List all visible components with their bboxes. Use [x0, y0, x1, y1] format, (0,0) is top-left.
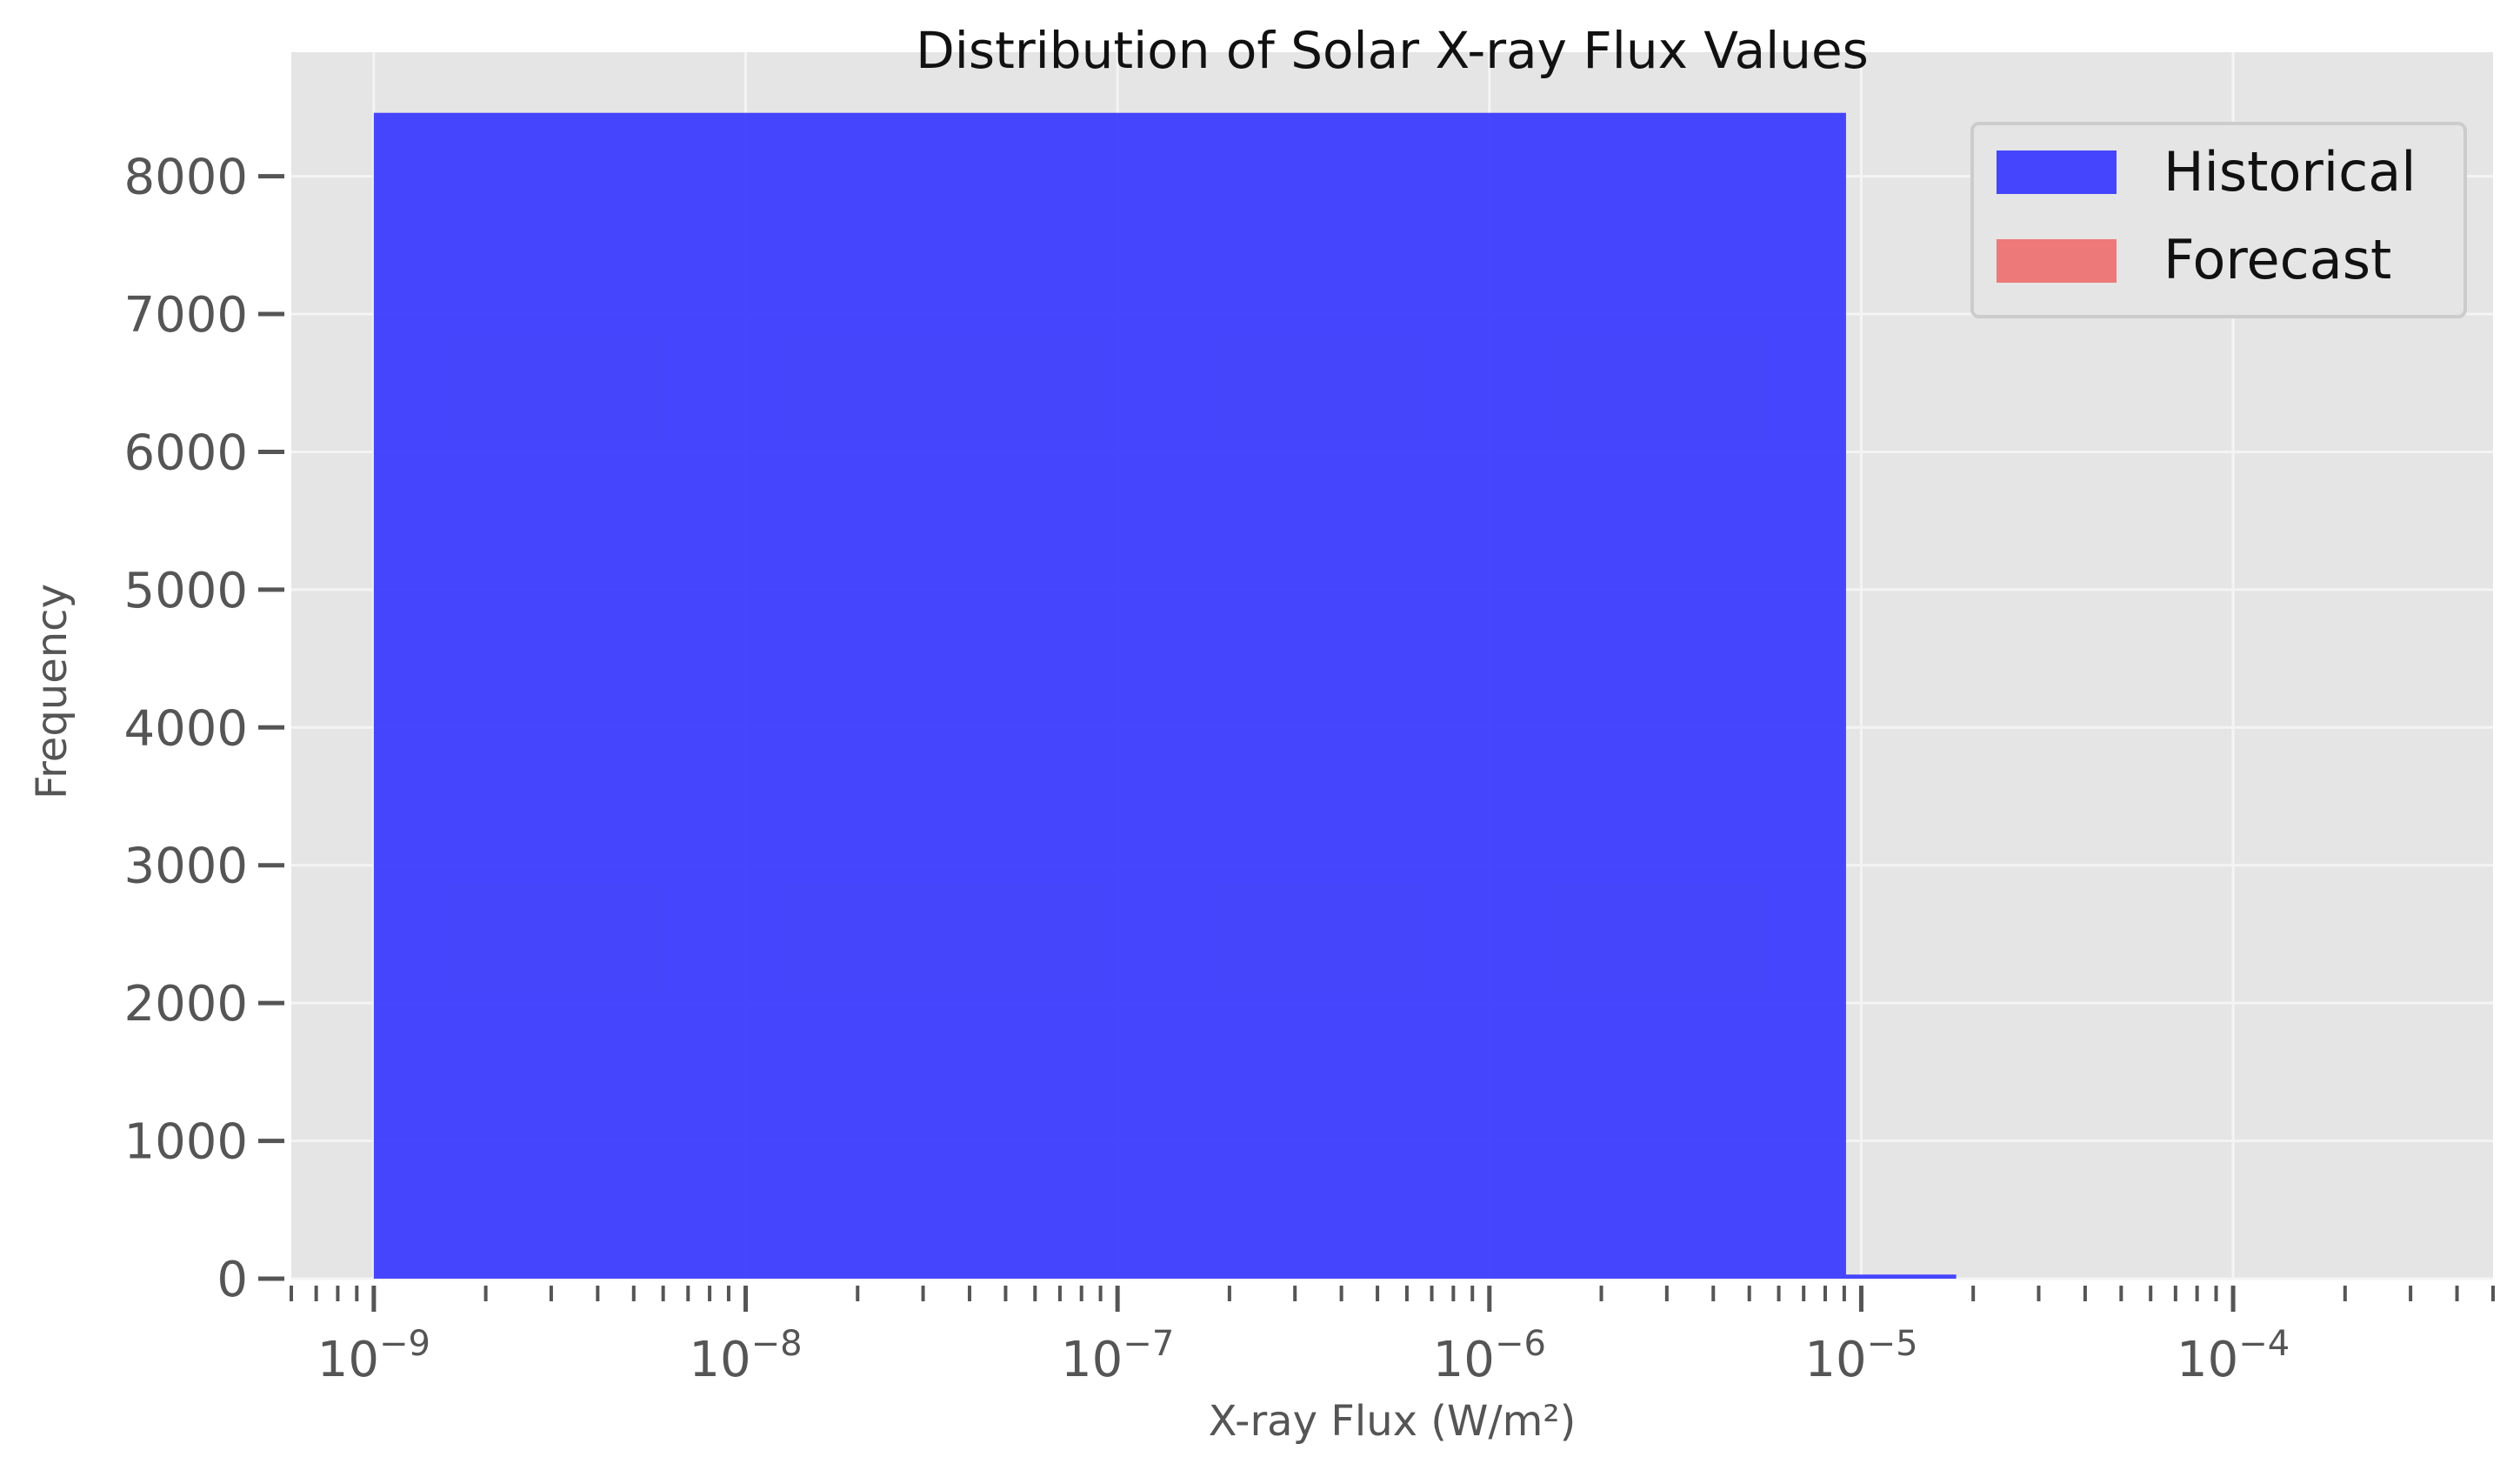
- x-tick-label: 10−9: [317, 1324, 430, 1388]
- x-axis-label: X-ray Flux (W/m²): [1209, 1397, 1577, 1446]
- y-tick-label: 2000: [123, 976, 248, 1033]
- x-tick-label: 10−5: [1804, 1324, 1917, 1388]
- legend-label-historical: Historical: [2163, 140, 2416, 204]
- legend-label-forecast: Forecast: [2163, 228, 2391, 291]
- y-tick-label: 3000: [123, 839, 248, 895]
- y-tick-label: 4000: [123, 700, 248, 757]
- bars: [373, 112, 1957, 1279]
- legend-swatch-historical: [1997, 150, 2117, 194]
- x-tick-label: 10−8: [689, 1324, 802, 1388]
- legend: Historical Forecast: [1970, 122, 2467, 318]
- legend-swatch-forecast: [1997, 239, 2117, 283]
- x-tick-label: 10−7: [1061, 1324, 1174, 1388]
- y-tick-label: 0: [217, 1252, 248, 1308]
- bar-historical: [373, 112, 1846, 1279]
- y-tick-label: 6000: [123, 424, 248, 481]
- axes: 0 1000 2000 3000 4000 5000 6000 7000 8000 10−9 10−…: [123, 150, 2495, 1388]
- y-axis-label: Frequency: [28, 584, 77, 799]
- y-tick-label: 7000: [123, 287, 248, 344]
- chart-title: Distribution of Solar X-ray Flux Values: [916, 21, 1869, 80]
- bar-historical: [1845, 1274, 1957, 1279]
- y-tick-label: 8000: [123, 150, 248, 206]
- y-tick-label: 1000: [123, 1114, 248, 1171]
- y-tick-label: 5000: [123, 563, 248, 619]
- x-tick-label: 10−6: [1433, 1324, 1546, 1388]
- x-tick-label: 10−4: [2177, 1324, 2290, 1388]
